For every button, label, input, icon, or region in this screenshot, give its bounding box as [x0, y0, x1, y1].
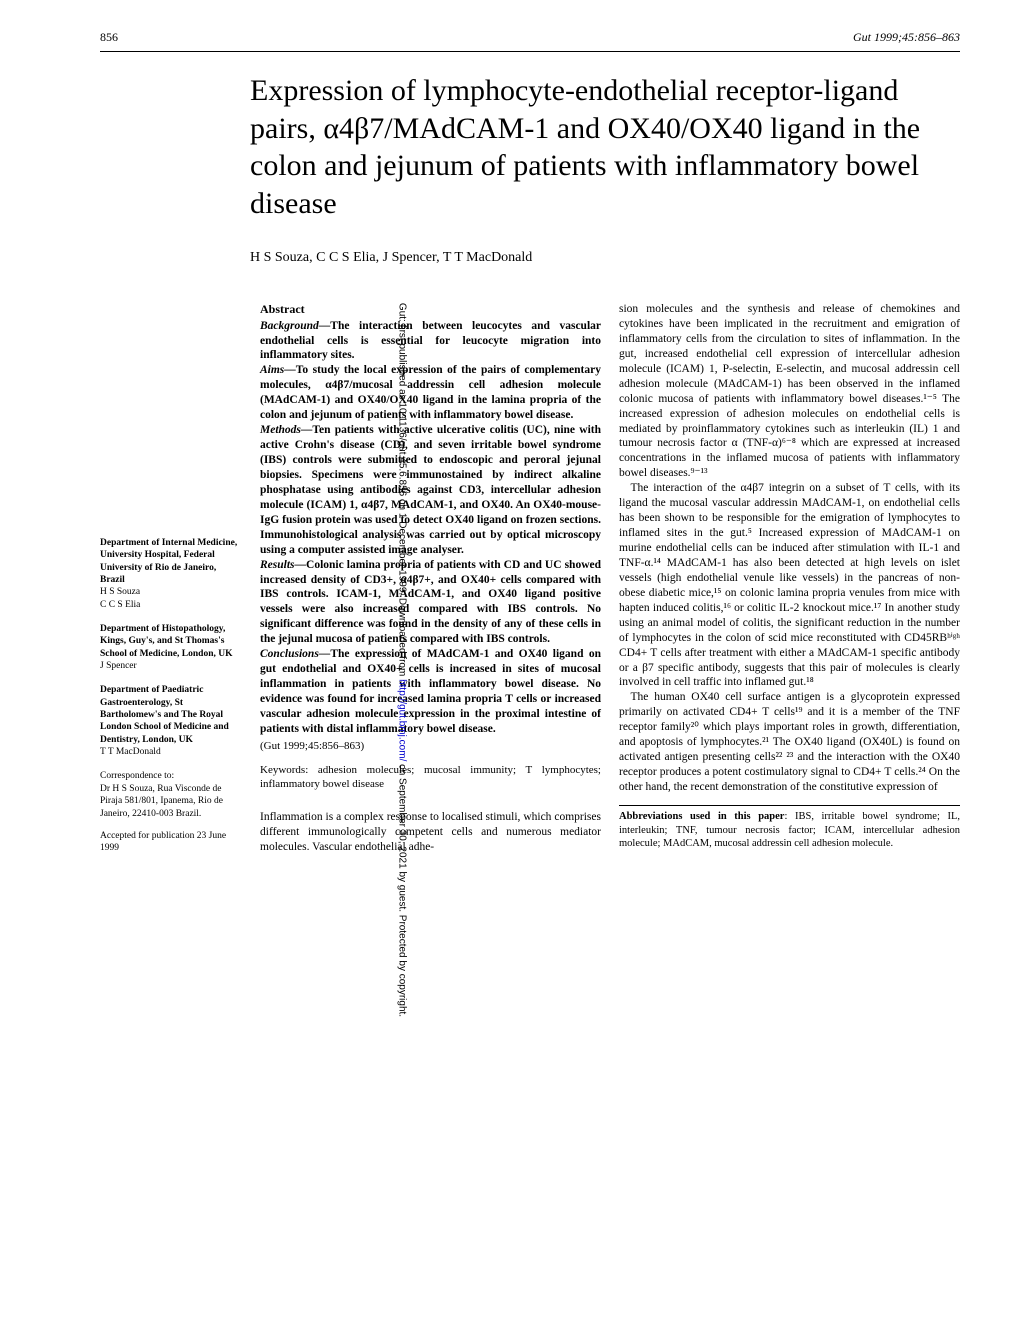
abstract-label: Background— [260, 320, 330, 332]
affiliations-sidebar: Department of Internal Medicine, Univers… [100, 302, 240, 855]
abstract-text: The expression of MAdCAM-1 and OX40 liga… [260, 648, 601, 735]
page-number: 856 [100, 30, 118, 45]
journal-reference: Gut 1999;45:856–863 [853, 30, 960, 45]
column-left: Abstract Background—The interaction betw… [260, 302, 601, 855]
abstract-results: Results—Colonic lamina propria of patien… [260, 558, 601, 648]
affiliation-names: J Spencer [100, 660, 240, 672]
side-text-prefix: Gut: first published as 10.1136/gut.45.6… [397, 303, 408, 679]
abstract-label: Methods— [260, 424, 312, 436]
abstract-text: To study the local expression of the pai… [260, 364, 601, 421]
abstract-text: Colonic lamina propria of patients with … [260, 559, 601, 646]
abstract-label: Aims— [260, 364, 296, 376]
affiliation-dept: Department of Histopathology, Kings, Guy… [100, 623, 240, 660]
abstract-label: Conclusions— [260, 648, 330, 660]
authors: H S Souza, C C S Elia, J Spencer, T T Ma… [250, 250, 960, 266]
side-text-link[interactable]: http://gut.bmj.com/ [397, 679, 408, 761]
abstract-background: Background—The interaction between leuco… [260, 319, 601, 364]
intro-paragraph: Inflammation is a complex response to lo… [260, 810, 601, 855]
side-text-suffix: on September 30, 2021 by guest. Protecte… [397, 761, 408, 1017]
body-paragraph: sion molecules and the synthesis and rel… [619, 302, 960, 481]
keywords: Keywords: adhesion molecules; mucosal im… [260, 763, 601, 792]
correspondence: Correspondence to: Dr H S Souza, Rua Vis… [100, 770, 240, 819]
affiliation-dept: Department of Paediatric Gastroenterolog… [100, 684, 240, 746]
intro-text: Inflammation is a complex response to lo… [260, 810, 601, 855]
abstract-citation: (Gut 1999;45:856–863) [260, 739, 601, 753]
affiliation-dept: Department of Internal Medicine, Univers… [100, 537, 240, 586]
abstract-aims: Aims—To study the local expression of th… [260, 363, 601, 423]
footnote-rule [619, 805, 960, 806]
abstract-label: Results— [260, 559, 306, 571]
column-right: sion molecules and the synthesis and rel… [619, 302, 960, 855]
abstract-conclusions: Conclusions—The expression of MAdCAM-1 a… [260, 647, 601, 737]
body-paragraph: The human OX40 cell surface antigen is a… [619, 690, 960, 795]
affiliation-names: H S Souza C C S Elia [100, 586, 240, 611]
affiliation-block: Department of Histopathology, Kings, Guy… [100, 623, 240, 672]
abstract-text: Ten patients with active ulcerative coli… [260, 424, 601, 556]
article-title: Expression of lymphocyte-endothelial rec… [250, 72, 960, 222]
affiliation-names: T T MacDonald [100, 746, 240, 758]
affiliation-block: Department of Internal Medicine, Univers… [100, 537, 240, 611]
abbreviations: Abbreviations used in this paper: IBS, i… [619, 810, 960, 851]
body-paragraph: The interaction of the α4β7 integrin on … [619, 481, 960, 690]
accepted-date: Accepted for publication 23 June 1999 [100, 830, 240, 855]
page-header: 856 Gut 1999;45:856–863 [100, 30, 960, 52]
abbreviations-label: Abbreviations used in this paper [619, 811, 784, 822]
abstract-methods: Methods—Ten patients with active ulcerat… [260, 423, 601, 557]
affiliation-block: Department of Paediatric Gastroenterolog… [100, 684, 240, 758]
side-copyright-text: Gut: first published as 10.1136/gut.45.6… [397, 60, 408, 1260]
abstract-heading: Abstract [260, 302, 601, 318]
